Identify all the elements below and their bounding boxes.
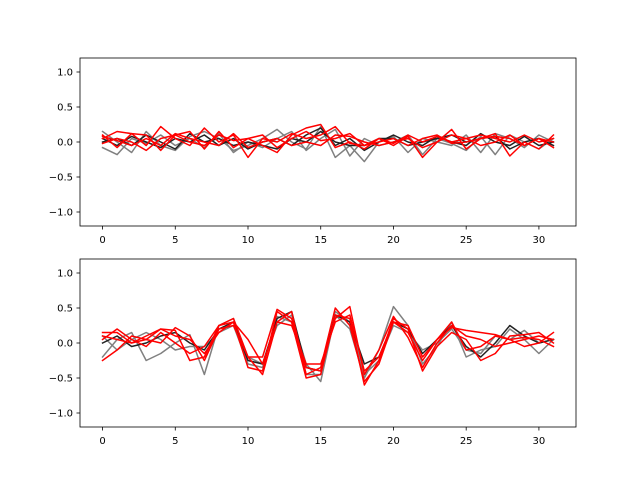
x-tick-label: 15 (314, 235, 327, 246)
x-tick-label: 25 (460, 436, 473, 447)
series-line-red-6 (101, 314, 555, 372)
series-line-gray-0 (101, 125, 555, 163)
x-tick-label: 25 (460, 235, 473, 246)
x-tick-label: 5 (172, 436, 178, 447)
x-tick-label: 20 (387, 235, 400, 246)
y-tick-label: −0.5 (49, 173, 73, 184)
x-tick-label: 30 (533, 436, 546, 447)
x-tick-label: 20 (387, 436, 400, 447)
y-tick-label: 0.5 (57, 103, 73, 114)
y-tick-label: −1.0 (49, 409, 73, 420)
series-line-red-5 (101, 125, 555, 159)
y-tick-label: −0.5 (49, 374, 73, 385)
y-tick-label: 0.0 (57, 138, 73, 149)
x-tick-label: 30 (533, 235, 546, 246)
x-tick-label: 0 (99, 235, 105, 246)
x-tick-label: 15 (314, 436, 327, 447)
x-tick-label: 10 (242, 436, 255, 447)
series-line-red-4 (101, 307, 555, 383)
series-line-red-7 (101, 132, 555, 149)
y-tick-label: 1.0 (57, 68, 73, 79)
top-subplot: 0 5 10 15 20 25 30 −1.0 −0.5 0.0 0.5 1.0 (49, 57, 577, 246)
series-line-gray-0 (101, 305, 555, 383)
y-tick-label: 1.0 (57, 269, 73, 280)
x-tick-label: 10 (242, 235, 255, 246)
bottom-subplot: 0 5 10 15 20 25 30 −1.0 −0.5 0.0 0.5 1.0 (49, 258, 577, 447)
y-tick-label: 0.5 (57, 304, 73, 315)
x-tick-label: 5 (172, 235, 178, 246)
x-tick-label: 0 (99, 436, 105, 447)
y-tick-label: 0.0 (57, 339, 73, 350)
y-tick-label: −1.0 (49, 208, 73, 219)
